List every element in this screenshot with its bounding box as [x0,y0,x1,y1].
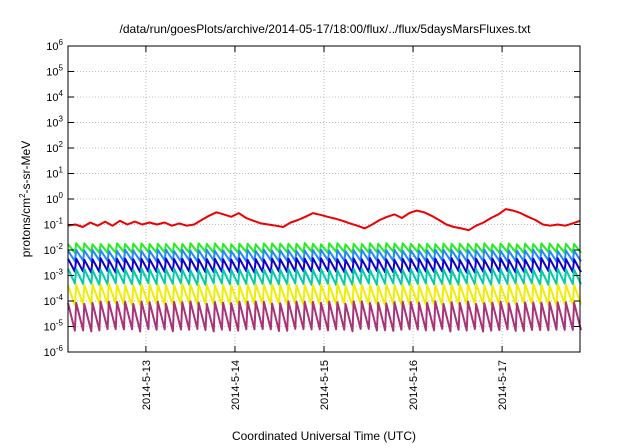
series-line [67,208,581,232]
series-line [67,257,582,274]
chart-title: /data/run/goesPlots/archive/2014-05-17/1… [120,22,532,36]
y-axis-ticks: 10-6 10-5 10-4 10-3 10-2 10-1 100 101 102 103 104 1… [44,38,580,359]
x-tick-label: 2014-5-16 [408,360,420,410]
y-tick-label: 100 [46,191,63,206]
y-tick-label: 102 [46,140,63,155]
y-tick-label: 10-6 [44,344,64,359]
y-tick-label: 10-3 [44,268,64,283]
x-tick-label: 2014-5-13 [141,360,153,410]
x-axis-ticks: 2014-5-13 2014-5-14 2014-5-15 2014-5-16 2014… [141,46,509,410]
y-tick-label: 103 [46,115,63,130]
y-tick-label: 105 [46,64,63,79]
series-line [67,242,582,254]
series-line [67,282,582,307]
y-tick-label: 10-1 [44,217,64,232]
x-tick-label: 2014-5-14 [230,360,242,410]
x-tick-label: 2014-5-17 [497,360,509,410]
x-tick-label: 2014-5-15 [319,360,331,410]
y-axis-label: protons/cm2-s-sr-MeV [18,141,33,257]
series-line [67,248,582,263]
y-tick-label: 10-2 [44,242,64,257]
y-tick-label: 10-5 [44,319,64,334]
series-line [67,267,582,286]
y-tick-label: 101 [46,166,63,181]
x-axis-label: Coordinated Universal Time (UTC) [232,429,416,443]
y-tick-label: 106 [46,38,63,53]
y-tick-label: 104 [46,89,63,104]
plot-area [67,208,582,333]
grid-lines [68,46,580,352]
series-line [67,300,582,333]
y-tick-label: 10-4 [44,293,64,308]
